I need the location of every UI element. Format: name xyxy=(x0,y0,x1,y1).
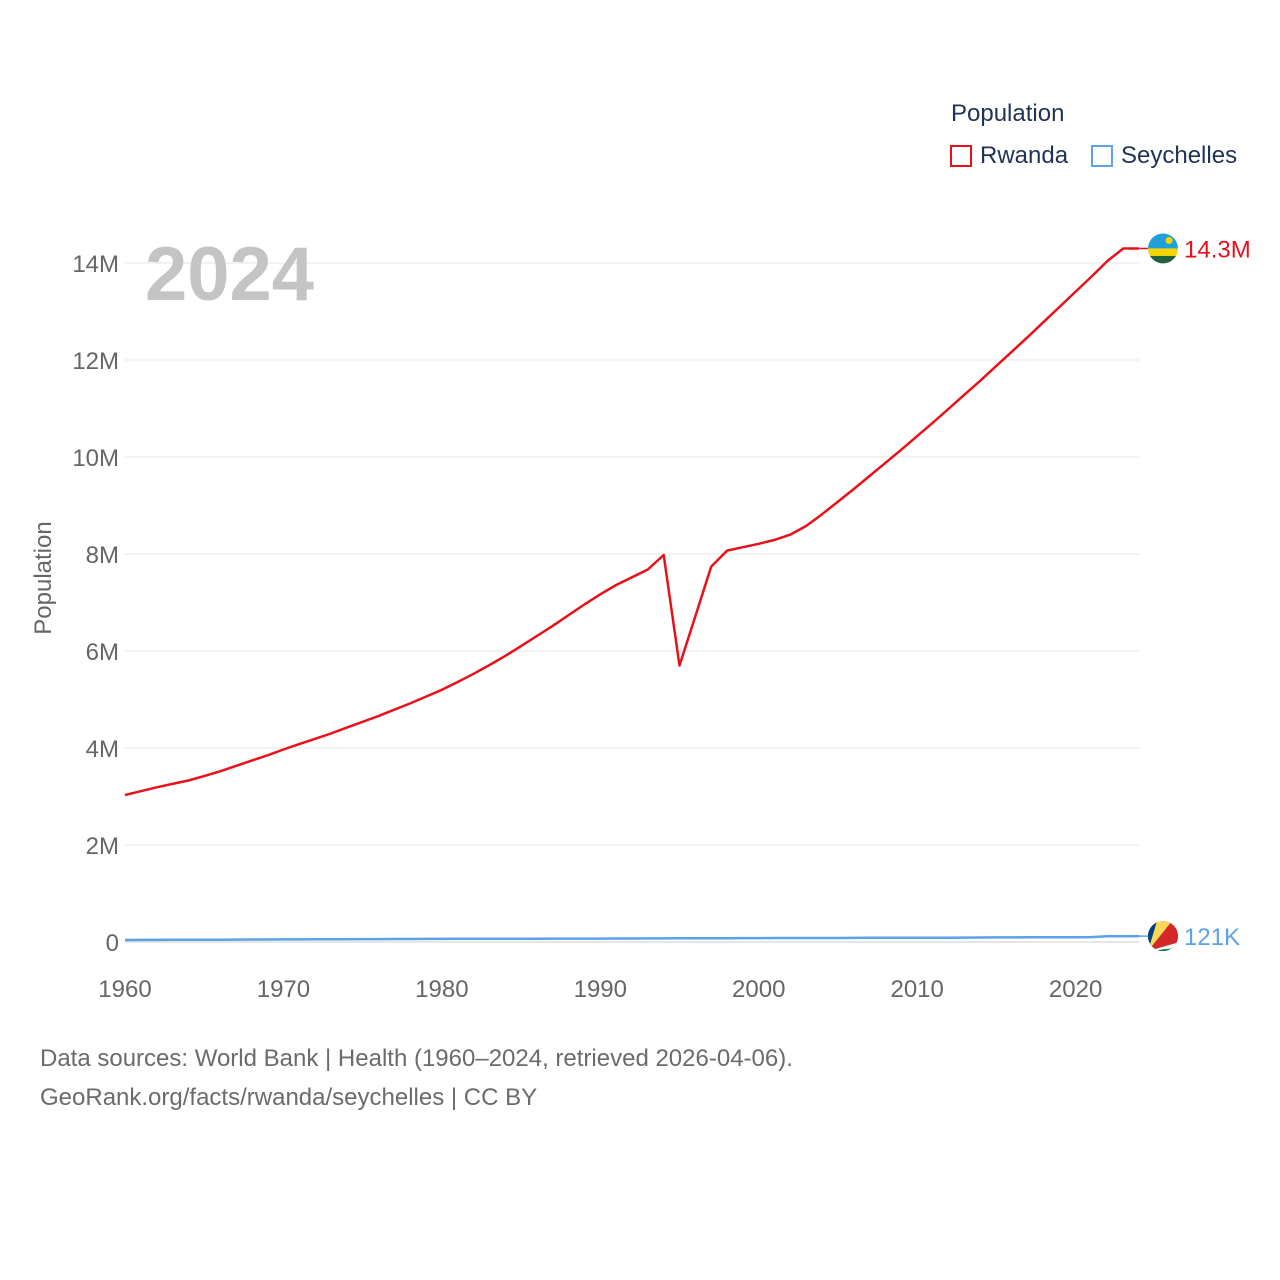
grid-lines xyxy=(125,262,1139,943)
legend-swatch-seychelles xyxy=(1091,145,1113,167)
end-label-rwanda: 14.3M xyxy=(1184,236,1251,263)
series-lines xyxy=(124,247,1140,942)
x-tick-label: 1990 xyxy=(574,976,627,1003)
series-line-seychelles xyxy=(124,934,1140,942)
footer-sources: Data sources: World Bank | Health (1960–… xyxy=(40,1045,793,1072)
x-tick-label: 1960 xyxy=(98,976,151,1003)
rwanda-flag-icon xyxy=(1148,233,1178,264)
legend-item-seychelles[interactable]: Seychelles xyxy=(1091,142,1237,170)
legend-item-rwanda[interactable]: Rwanda xyxy=(950,142,1068,170)
x-tick-label: 1970 xyxy=(257,976,310,1003)
y-axis-ticks: 0 2M 4M 6M 8M 10M 12M 14M xyxy=(72,251,119,957)
y-tick-label: 8M xyxy=(86,542,119,569)
footer-credit[interactable]: GeoRank.org/facts/rwanda/seychelles | CC… xyxy=(40,1084,538,1111)
x-tick-label: 1980 xyxy=(415,976,468,1003)
y-tick-label: 4M xyxy=(86,736,119,763)
end-markers: 14.3M 121K xyxy=(1139,233,1251,952)
legend-swatch-rwanda xyxy=(950,145,972,167)
legend-title: Population xyxy=(951,100,1065,127)
y-tick-label: 14M xyxy=(72,251,119,278)
year-watermark: 2024 xyxy=(145,232,314,317)
y-tick-label: 2M xyxy=(86,833,119,860)
y-axis-label: Population xyxy=(30,521,57,634)
y-tick-label: 12M xyxy=(72,348,119,375)
end-label-seychelles: 121K xyxy=(1184,924,1240,951)
x-tick-label: 2000 xyxy=(732,976,785,1003)
x-tick-label: 2020 xyxy=(1049,976,1102,1003)
legend-label-rwanda: Rwanda xyxy=(980,142,1069,169)
y-tick-label: 10M xyxy=(72,445,119,472)
x-tick-label: 2010 xyxy=(890,976,943,1003)
y-tick-label: 6M xyxy=(86,639,119,666)
seychelles-flag-icon xyxy=(1148,921,1178,952)
legend-label-seychelles: Seychelles xyxy=(1121,142,1238,169)
x-axis-ticks: 1960 1970 1980 1990 2000 2010 2020 xyxy=(98,976,1102,1003)
series-line-rwanda xyxy=(124,247,1139,797)
y-tick-label: 0 xyxy=(106,930,119,957)
